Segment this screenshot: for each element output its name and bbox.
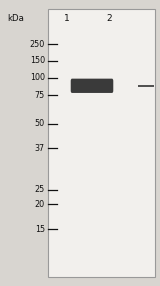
FancyBboxPatch shape: [48, 9, 155, 277]
FancyBboxPatch shape: [71, 79, 113, 93]
Text: 100: 100: [30, 73, 45, 82]
Text: 37: 37: [35, 144, 45, 153]
Text: 150: 150: [30, 56, 45, 65]
Text: 50: 50: [35, 119, 45, 128]
Text: 15: 15: [35, 225, 45, 234]
Text: 2: 2: [106, 14, 112, 23]
Text: 250: 250: [30, 40, 45, 49]
Text: 25: 25: [35, 185, 45, 194]
Text: kDa: kDa: [8, 14, 24, 23]
Text: 20: 20: [35, 200, 45, 209]
Text: 75: 75: [35, 91, 45, 100]
Text: 1: 1: [64, 14, 70, 23]
